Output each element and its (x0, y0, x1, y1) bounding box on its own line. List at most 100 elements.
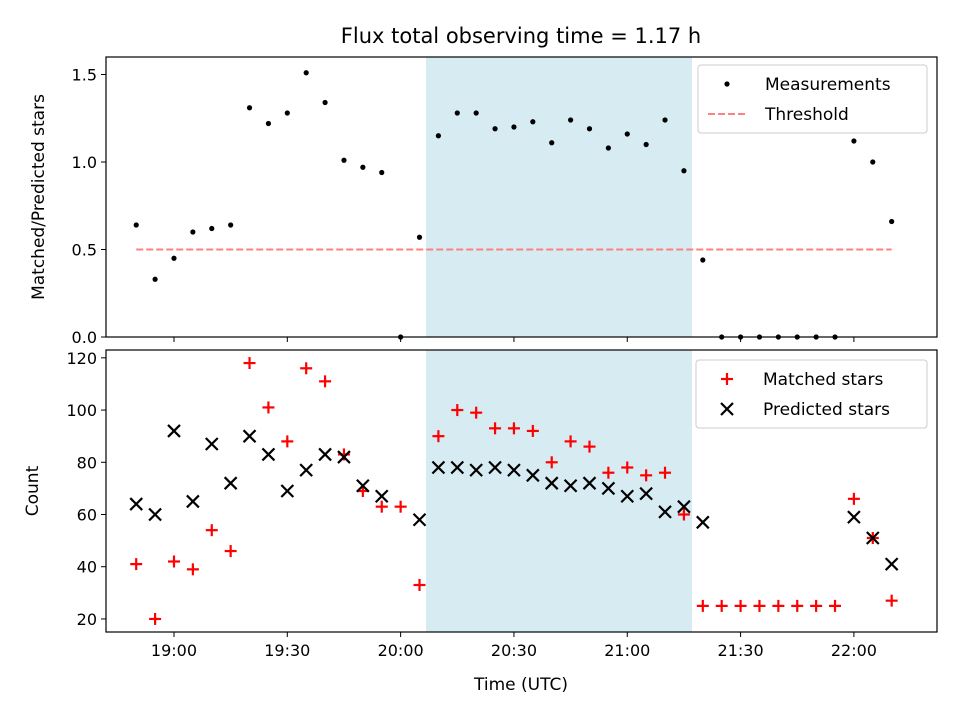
measurement-point (700, 257, 706, 263)
matched-stars-point (829, 599, 842, 612)
measurement-point (322, 99, 328, 106)
predicted-stars-point (696, 515, 710, 530)
measurement-point (889, 218, 895, 225)
measurement-point (643, 141, 649, 148)
matched-stars-point (167, 555, 180, 568)
predicted-stars-point (507, 463, 521, 477)
measurement-point (284, 110, 290, 116)
count-ytick-label: 120 (66, 349, 97, 368)
measurement-point (624, 131, 630, 137)
panel-ratio-ylabel: Matched/Predicted stars (29, 94, 49, 300)
matched-stars-point (677, 508, 690, 521)
matched-stars-point (696, 599, 709, 612)
legend-top-box (697, 64, 928, 134)
measurement-point (530, 119, 536, 125)
measurement-point (303, 70, 309, 76)
matched-stars-point (186, 563, 199, 576)
matched-stars-point (507, 422, 520, 435)
predicted-stars-point (563, 478, 578, 493)
predicted-stars-point (677, 499, 691, 514)
measurement-point (473, 110, 479, 116)
matched-stars-point (621, 461, 634, 474)
matched-stars-point (640, 469, 653, 482)
xtick-label: 21:30 (718, 641, 764, 660)
x-axis-label: Time (UTC) (473, 675, 568, 695)
measurement-point (341, 157, 347, 163)
panel-counts-ylabel: Count (23, 465, 43, 516)
matched-stars-point (753, 599, 766, 612)
matched-stars-point (545, 456, 558, 469)
measurement-point (681, 168, 687, 174)
xtick-label: 22:00 (831, 641, 877, 660)
predicted-stars-point (412, 512, 427, 527)
matched-stars-point (470, 406, 483, 419)
measurement-point (851, 138, 857, 144)
measurement-point (171, 255, 177, 261)
matched-stars-point (734, 599, 747, 612)
matched-stars-point (319, 375, 332, 388)
predicted-stars-point (204, 437, 219, 451)
predicted-stars-point (299, 463, 313, 477)
matched-stars-point (772, 599, 785, 612)
predicted-stars-point (223, 476, 238, 490)
matched-stars-point (564, 435, 577, 448)
matched-stars-point (810, 599, 823, 612)
measurement-point (246, 105, 253, 111)
predicted-stars-point (318, 447, 332, 462)
measurement-point (209, 225, 215, 232)
predicted-stars-point (469, 463, 483, 477)
measurement-point (454, 110, 460, 116)
matched-stars-point (432, 430, 445, 443)
ratio-ytick-label: 0.5 (72, 241, 97, 260)
legend-matched-marker (721, 373, 733, 385)
ratio-ytick-label: 0.0 (72, 328, 97, 347)
measurement-point (435, 133, 441, 139)
count-ytick-label: 40 (77, 558, 97, 577)
measurement-point (870, 159, 876, 165)
predicted-stars-point (884, 557, 899, 571)
panel-counts-frame (105, 349, 938, 633)
matched-stars-point (281, 435, 294, 448)
panel-ratio-frame (105, 56, 938, 338)
matched-stars-point (847, 492, 860, 505)
panel-counts: 20 40 60 80 100 120 19:00 19:30 20:00 20:30 21:00… (23, 349, 938, 695)
matched-stars-point (451, 404, 464, 417)
predicted-stars-point (582, 476, 597, 490)
predicted-stars-point (148, 507, 162, 522)
measurement-point (152, 276, 158, 282)
predicted-stars-point (356, 478, 370, 493)
predicted-stars-point (620, 489, 635, 504)
matched-stars-point (375, 500, 388, 513)
measurement-point (568, 117, 574, 123)
predicted-stars-point (658, 505, 672, 519)
predicted-stars-point (242, 429, 257, 443)
xtick-label: 19:30 (264, 641, 310, 660)
measurement-point (265, 120, 272, 127)
legend-bottom-box (695, 359, 928, 429)
panel-ratio-shade (426, 57, 692, 337)
legend-top: Measurements Threshold (697, 64, 928, 134)
xtick-label: 20:30 (491, 641, 537, 660)
ratio-ytick-label: 1.5 (72, 66, 97, 85)
legend-measurements-marker (724, 81, 730, 87)
predicted-stars-point (866, 531, 880, 545)
predicted-stars-point (450, 460, 465, 475)
matched-stars-point (224, 545, 237, 558)
matched-stars-point (337, 448, 350, 461)
predicted-stars-point (431, 460, 446, 475)
matched-stars-point (659, 466, 672, 479)
measurement-point (416, 234, 423, 240)
legend-threshold-label: Threshold (764, 105, 849, 125)
legend-predicted-label: Predicted stars (763, 400, 890, 420)
matched-stars-point (130, 558, 143, 571)
matched-stars-point (715, 599, 728, 612)
predicted-stars-point (261, 447, 276, 462)
matched-stars-point (262, 401, 275, 414)
matched-stars-point (791, 599, 804, 612)
matched-stars-point (205, 524, 218, 537)
measurement-point (586, 126, 593, 132)
matched-stars-point (149, 612, 162, 625)
matched-stars-point (413, 579, 426, 591)
measurement-point (133, 222, 139, 228)
